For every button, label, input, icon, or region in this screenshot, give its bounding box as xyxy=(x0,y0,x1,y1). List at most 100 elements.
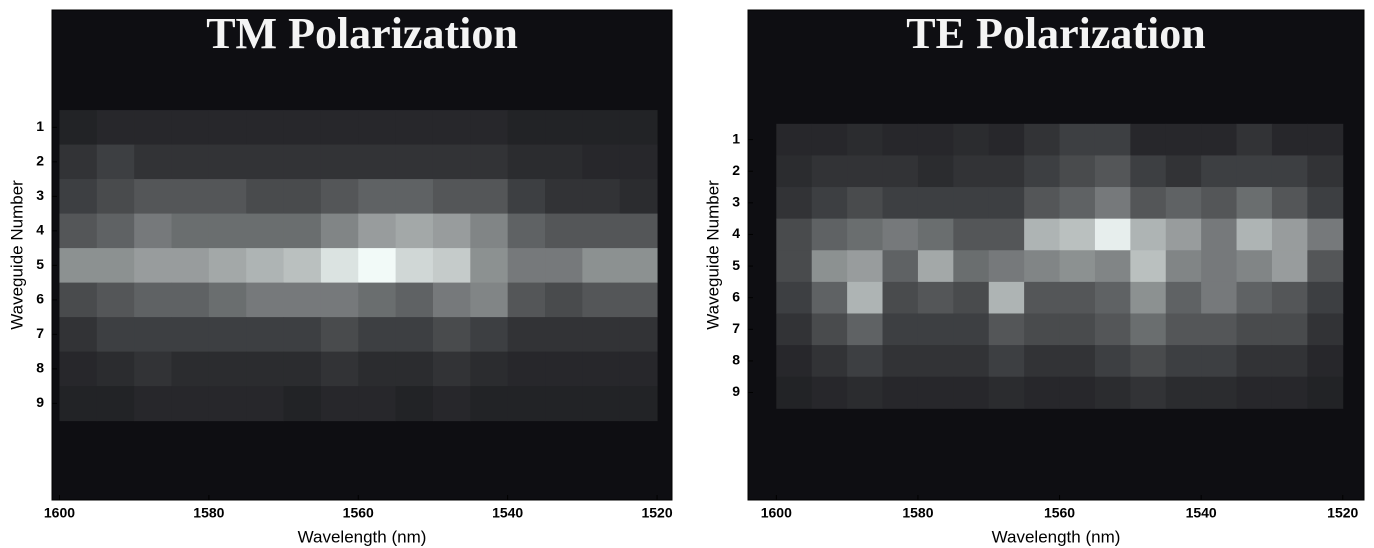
heatmap-cell xyxy=(171,386,210,422)
heatmap-cell xyxy=(320,351,359,387)
heatmap-cell xyxy=(208,179,247,215)
heatmap-cell xyxy=(59,179,98,215)
heatmap-cell xyxy=(811,376,848,409)
x-axis-label: Wavelength (nm) xyxy=(992,527,1121,546)
heatmap-cell xyxy=(619,179,658,215)
heatmap-cell xyxy=(395,213,434,249)
heatmap-cell xyxy=(545,144,583,180)
heatmap-cell xyxy=(432,179,471,215)
heatmap-cell xyxy=(811,123,848,156)
heatmap-cell xyxy=(988,345,1025,378)
x-tick-label: 1600 xyxy=(44,505,75,521)
heatmap-cell xyxy=(1094,313,1131,346)
heatmap-cell xyxy=(432,110,471,146)
heatmap-cell xyxy=(432,144,471,180)
heatmap-cell xyxy=(1059,313,1096,346)
heatmap-cell xyxy=(917,123,954,156)
heatmap-cell xyxy=(1165,187,1202,220)
y-tick-label: 6 xyxy=(36,291,44,307)
heatmap-cell xyxy=(208,213,247,249)
heatmap-cell xyxy=(134,144,173,180)
y-tick-label: 3 xyxy=(36,187,44,203)
y-tick-label: 4 xyxy=(36,222,44,238)
heatmap-cell xyxy=(283,110,322,146)
heatmap-cell xyxy=(811,281,848,314)
heatmap-cell xyxy=(847,187,884,220)
heatmap-cell xyxy=(545,317,583,353)
heatmap-cell xyxy=(1201,155,1238,188)
heatmap-cell xyxy=(470,282,509,318)
heatmap-cell xyxy=(953,345,990,378)
heatmap-cell xyxy=(134,110,173,146)
heatmap-cell xyxy=(395,351,434,387)
heatmap-cell xyxy=(582,213,621,249)
heatmap-cell xyxy=(208,110,247,146)
heatmap-cell xyxy=(619,144,658,180)
heatmap-cell xyxy=(619,351,658,387)
heatmap-cell xyxy=(507,351,546,387)
heatmap-cell xyxy=(470,248,509,284)
heatmap-cell xyxy=(320,213,359,249)
heatmap-cell xyxy=(507,386,546,422)
heatmap-cell xyxy=(320,110,359,146)
heatmap-cell xyxy=(953,155,990,188)
heatmap-cell xyxy=(1059,155,1096,188)
heatmap-cell xyxy=(283,282,322,318)
heatmap-cell xyxy=(1024,376,1061,409)
heatmap-cell xyxy=(1094,376,1131,409)
plot-frame xyxy=(747,9,1365,501)
heatmap-cell xyxy=(283,213,322,249)
heatmap-cell xyxy=(507,317,546,353)
x-tick-label: 1600 xyxy=(761,505,792,521)
x-tick-label: 1560 xyxy=(343,505,374,521)
heatmap-cell xyxy=(847,281,884,314)
heatmap-cell xyxy=(507,248,546,284)
heatmap-cell xyxy=(246,144,285,180)
heatmap-cell xyxy=(246,110,285,146)
y-tick-label: 4 xyxy=(732,225,740,241)
heatmap-cell xyxy=(882,281,919,314)
heatmap-cell xyxy=(208,248,247,284)
heatmap-cell xyxy=(953,218,990,251)
y-tick-label: 8 xyxy=(732,352,740,368)
heatmap-cell xyxy=(283,351,322,387)
heatmap-cell xyxy=(582,282,621,318)
heatmap-cell xyxy=(470,351,509,387)
heatmap-cell xyxy=(882,218,919,251)
heatmap-cell xyxy=(953,250,990,283)
heatmap-cell xyxy=(953,376,990,409)
heatmap-cell xyxy=(507,282,546,318)
heatmap-cell xyxy=(59,386,98,422)
heatmap-cell xyxy=(988,376,1025,409)
heatmap-cell xyxy=(953,281,990,314)
y-tick-label: 2 xyxy=(732,162,740,178)
heatmap-cell xyxy=(96,351,135,387)
heatmap-cell xyxy=(59,144,98,180)
heatmap-cell xyxy=(1094,250,1131,283)
heatmap-cell xyxy=(582,248,621,284)
heatmap-cell xyxy=(395,110,434,146)
heatmap-cell xyxy=(320,144,359,180)
heatmap-cell xyxy=(582,317,621,353)
heatmap-cell xyxy=(953,187,990,220)
heatmap-cell xyxy=(882,376,919,409)
heatmap-cell xyxy=(432,282,471,318)
heatmap-cell xyxy=(847,250,884,283)
heatmap-cell xyxy=(545,351,583,387)
y-tick-label: 9 xyxy=(732,383,740,399)
heatmap-cell xyxy=(1024,155,1061,188)
heatmap-cell xyxy=(882,155,919,188)
heatmap-cell xyxy=(776,376,813,409)
heatmap-cell xyxy=(358,248,397,284)
heatmap-cell xyxy=(470,213,509,249)
heatmap-cell xyxy=(320,317,359,353)
x-tick-label: 1540 xyxy=(492,505,523,521)
heatmap-cell xyxy=(1201,281,1238,314)
heatmap-cell xyxy=(134,248,173,284)
heatmap-cell xyxy=(134,179,173,215)
heatmap-cell xyxy=(1165,250,1202,283)
heatmap-cell xyxy=(171,179,210,215)
heatmap-cell xyxy=(432,248,471,284)
panel: TE Polarization 1600 1580 1560 1540 1520 1 2 3 4 5… xyxy=(703,9,1365,546)
